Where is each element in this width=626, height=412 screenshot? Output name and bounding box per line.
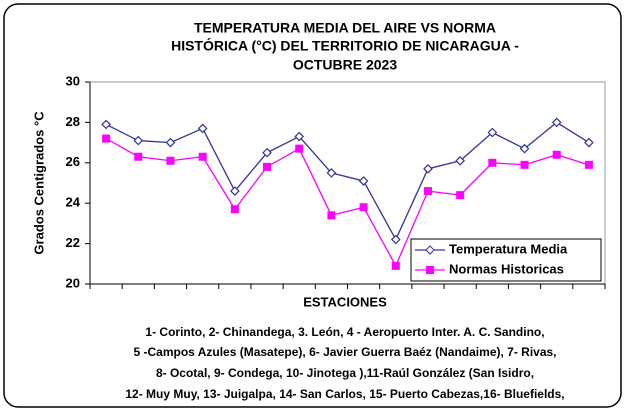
marker — [230, 205, 239, 214]
marker — [101, 119, 111, 130]
chart-title: HISTÓRICA (°C) DEL TERRITORIO DE NICARAG… — [171, 37, 519, 54]
y-tick-label: 26 — [66, 154, 80, 169]
marker — [102, 134, 111, 143]
y-tick-label: 20 — [66, 275, 80, 290]
chart-title: TEMPERATURA MEDIA DEL AIRE VS NORMA — [194, 20, 496, 36]
y-axis-label: Grados Centigrados °C — [31, 111, 46, 255]
marker — [551, 117, 562, 128]
marker — [552, 150, 561, 159]
marker — [197, 123, 208, 134]
footnote: 1- Corinto, 2- Chinandega, 3. León, 4 - … — [145, 325, 544, 339]
line — [105, 121, 590, 242]
marker — [295, 144, 304, 153]
marker — [294, 131, 305, 142]
marker — [263, 162, 272, 171]
line — [105, 137, 590, 268]
marker — [519, 143, 530, 154]
x-axis-label: ESTACIONES — [303, 294, 387, 309]
y-tick-label: 22 — [66, 235, 80, 250]
marker — [359, 203, 368, 212]
marker — [134, 152, 143, 161]
legend-label: Temperatura Media — [449, 241, 568, 256]
marker — [520, 160, 529, 169]
footnote: 12- Muy Muy, 13- Juigalpa, 14- San Carlo… — [125, 387, 564, 401]
marker — [198, 152, 207, 161]
footnote: 8- Ocotal, 9- Condega, 10- Jinotega ),11… — [156, 366, 534, 380]
marker — [165, 137, 176, 148]
legend-marker — [426, 266, 434, 274]
legend-label: Normas Historicas — [449, 261, 564, 276]
marker — [423, 164, 433, 174]
marker — [326, 168, 337, 178]
y-tick-label: 24 — [66, 195, 81, 210]
marker — [262, 147, 272, 158]
y-tick-label: 30 — [66, 73, 80, 88]
footnote: 5 -Campos Azules (Masatepe), 6- Javier G… — [133, 345, 556, 359]
chart-title: OCTUBRE 2023 — [293, 57, 397, 73]
marker — [423, 187, 432, 196]
marker — [456, 191, 465, 200]
marker — [391, 261, 400, 270]
legend-marker — [425, 245, 435, 255]
marker — [358, 176, 369, 186]
marker — [487, 127, 498, 138]
marker — [584, 137, 594, 148]
marker — [133, 135, 144, 146]
marker — [390, 234, 401, 245]
legend-box — [410, 238, 602, 282]
marker — [327, 211, 336, 220]
marker — [166, 156, 175, 165]
y-tick-label: 28 — [66, 114, 80, 129]
marker — [488, 158, 497, 167]
marker — [229, 186, 240, 196]
marker — [584, 160, 593, 169]
marker — [455, 155, 466, 166]
